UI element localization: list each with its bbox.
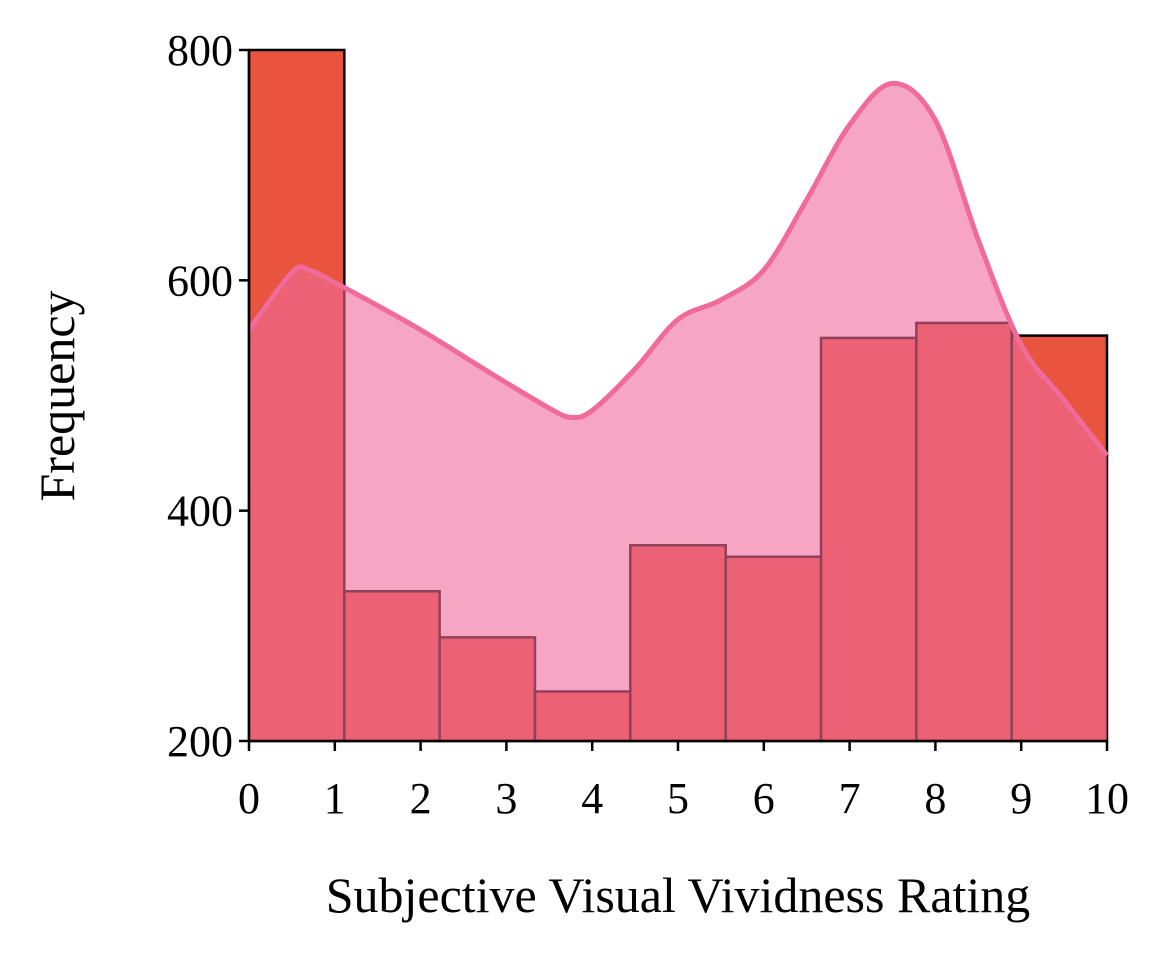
y-tick-label: 200 xyxy=(167,717,233,766)
x-tick-label: 2 xyxy=(410,774,432,823)
x-tick-label: 1 xyxy=(324,774,346,823)
y-tick-label: 800 xyxy=(167,26,233,75)
x-tick-label: 7 xyxy=(839,774,861,823)
x-tick-label: 0 xyxy=(238,774,260,823)
x-axis-label: Subjective Visual Vividness Rating xyxy=(326,867,1031,923)
x-tick-label: 5 xyxy=(667,774,689,823)
x-tick-label: 10 xyxy=(1085,774,1129,823)
kde-line xyxy=(246,80,1109,457)
x-tick-label: 9 xyxy=(1010,774,1032,823)
y-tick-label: 600 xyxy=(167,256,233,305)
x-tick-label: 4 xyxy=(581,774,603,823)
kde-area xyxy=(249,83,1107,741)
y-tick-label: 400 xyxy=(167,487,233,536)
y-axis-label: Frequency xyxy=(29,290,85,501)
x-tick-label: 3 xyxy=(495,774,517,823)
x-tick-label: 6 xyxy=(753,774,775,823)
x-tick-label: 8 xyxy=(924,774,946,823)
